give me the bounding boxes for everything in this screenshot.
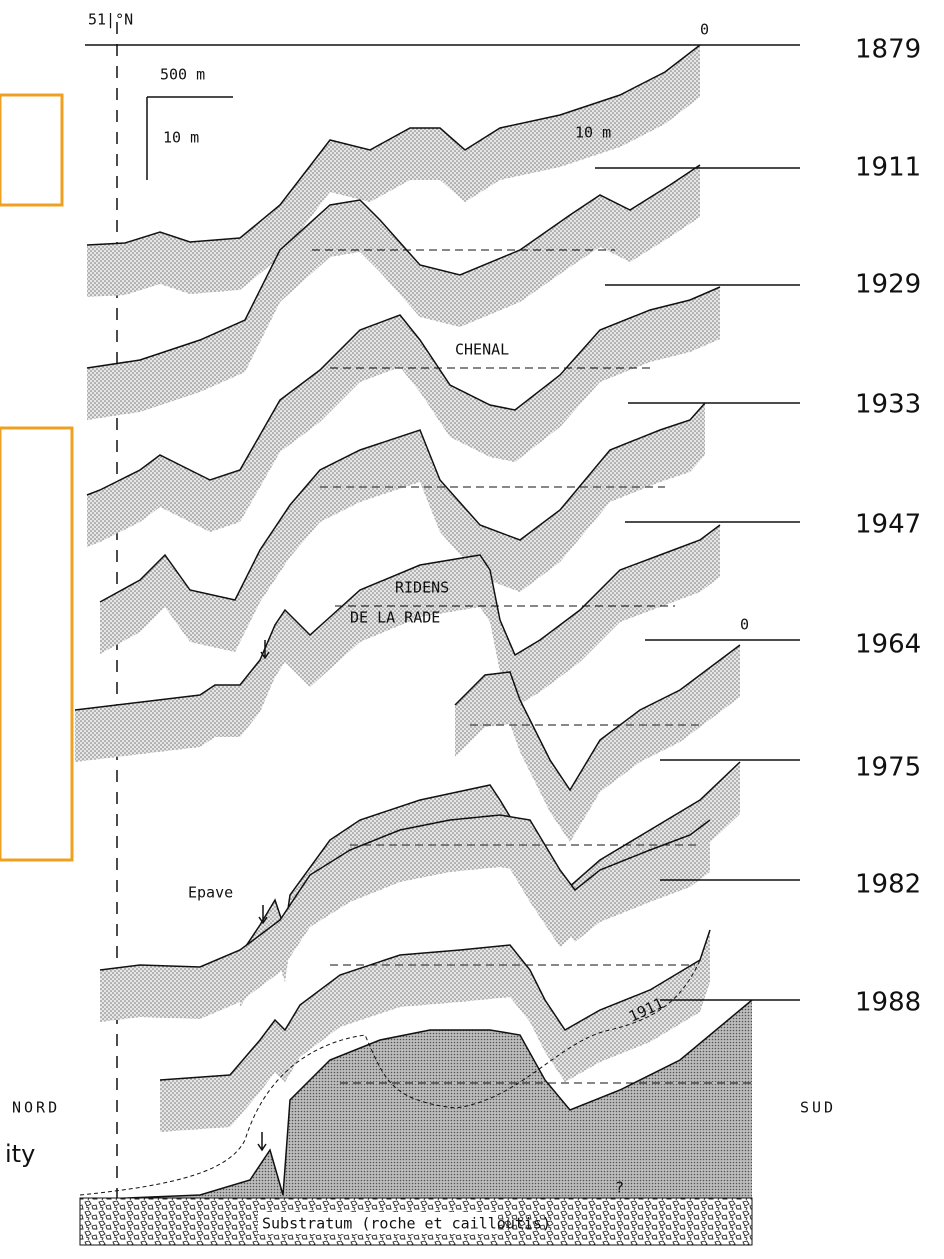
seabed-profile (99, 814, 711, 971)
south-label: SUD (800, 1099, 836, 1117)
wreck-label: Epave (188, 884, 233, 902)
year-label: 1982 (855, 870, 921, 900)
former-profile (79, 959, 701, 1196)
year-label: 1879 (855, 35, 921, 65)
ridens-label: RIDENS (395, 579, 449, 597)
orange-frame (0, 426, 74, 862)
sediment-band (87, 45, 700, 297)
year-label: 1975 (855, 753, 921, 783)
substratum-label-bg (258, 1212, 498, 1234)
seabed-profile (454, 644, 741, 792)
zero-mark: 0 (700, 21, 709, 39)
year-label: 1933 (855, 390, 921, 420)
seabed-profile (159, 929, 711, 1081)
seabed-profile (74, 524, 721, 711)
seabed-profile (86, 164, 701, 369)
zero-mark: 0 (740, 616, 749, 634)
sediment-band (75, 525, 720, 762)
year-label: 1911 (855, 153, 921, 183)
sediment-band (160, 930, 710, 1132)
ridens-label: DE LA RADE (350, 609, 440, 627)
sediment-band (87, 287, 720, 547)
arrow (258, 905, 268, 925)
arrow (260, 640, 270, 660)
seabed-profile (86, 44, 701, 246)
year-label: 1947 (855, 510, 921, 540)
latitude: 51|°N (88, 11, 133, 29)
channel-label: CHENAL (455, 341, 509, 359)
sediment-band (80, 1000, 752, 1200)
seabed-profile (79, 999, 753, 1201)
seabed-profile (99, 402, 706, 603)
arrow (257, 1132, 267, 1152)
year-label: 1964 (855, 630, 921, 660)
north-label: NORD (12, 1099, 60, 1117)
year-label: 1988 (855, 988, 921, 1018)
depth-label: 10 m (575, 124, 611, 142)
cropped-text: ity (5, 1140, 35, 1168)
sediment-band (240, 762, 740, 1007)
seabed-profile (86, 286, 721, 496)
question-mark: ? (615, 1179, 624, 1197)
orange-frame (0, 93, 64, 207)
substratum-label: Substratum (roche et cailloutis) (262, 1215, 551, 1233)
scale-label: 10 m (163, 129, 199, 147)
year-label: 1929 (855, 270, 921, 300)
sediment-band (100, 403, 705, 654)
sediment-band (87, 165, 700, 420)
scale-label: 500 m (160, 66, 205, 84)
